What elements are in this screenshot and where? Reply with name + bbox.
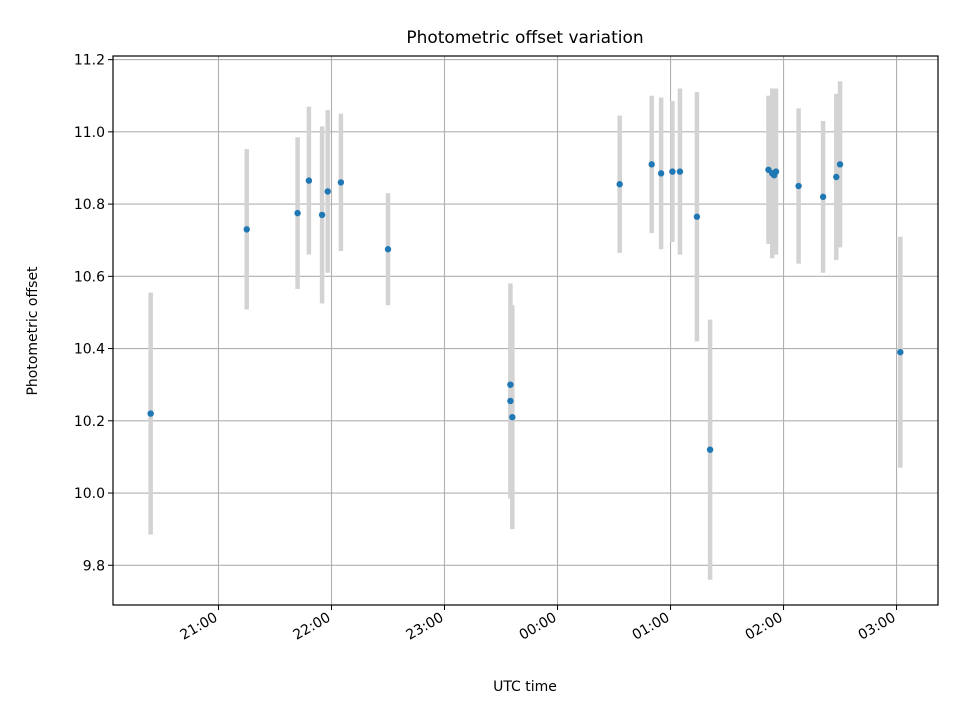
y-axis-label: Photometric offset <box>25 266 41 396</box>
y-tick-label: 11.2 <box>74 53 105 69</box>
data-point <box>833 173 840 181</box>
chart-title: Photometric offset variation <box>406 28 643 48</box>
y-tick-label: 10.0 <box>74 486 105 502</box>
data-point <box>337 179 345 186</box>
data-point <box>657 170 665 177</box>
data-point <box>676 168 684 175</box>
data-point <box>243 226 250 233</box>
data-point <box>507 381 514 388</box>
data-point <box>616 181 623 188</box>
data-point <box>819 193 827 201</box>
data-point <box>294 209 301 217</box>
data-point <box>384 246 392 253</box>
y-tick-label: 10.4 <box>74 342 105 358</box>
data-point <box>669 168 676 175</box>
y-tick-label: 11.0 <box>74 125 105 141</box>
data-point <box>507 397 514 405</box>
y-tick-label: 9.8 <box>83 558 105 574</box>
plot-frame <box>112 55 939 606</box>
data-point <box>836 161 844 168</box>
data-points <box>147 161 904 453</box>
data-point <box>648 161 655 168</box>
data-point <box>693 213 701 220</box>
x-axis-label: UTC time <box>493 679 557 695</box>
data-point <box>897 348 904 356</box>
y-tick-label: 10.8 <box>74 197 105 213</box>
data-point <box>795 182 802 190</box>
data-point <box>305 177 313 184</box>
data-point <box>147 410 154 417</box>
data-point <box>706 446 714 453</box>
data-point <box>772 168 780 175</box>
y-axis-ticks: 9.8 10.0 10.2 10.4 10.6 10.8 11.0 11.2 <box>74 53 113 574</box>
y-tick-label: 10.6 <box>74 269 105 285</box>
data-point <box>318 211 326 219</box>
data-point <box>509 413 516 421</box>
data-point <box>324 188 331 195</box>
y-tick-label: 10.2 <box>74 414 105 430</box>
